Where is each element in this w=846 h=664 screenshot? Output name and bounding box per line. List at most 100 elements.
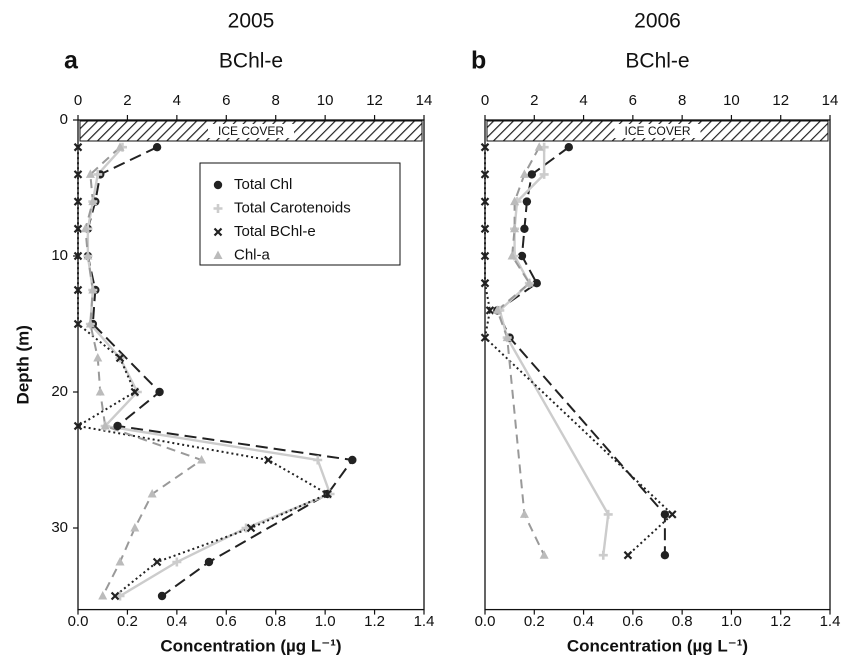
marker — [323, 489, 332, 499]
marker — [539, 550, 549, 559]
x2-tick-label: 4 — [579, 92, 587, 109]
marker — [213, 204, 223, 213]
ice-label-bg — [614, 124, 701, 138]
ice-label-bg — [208, 124, 294, 138]
x-tick-label: 0.0 — [68, 613, 89, 630]
marker — [95, 387, 105, 396]
x-tick-label: 1.4 — [820, 613, 841, 630]
y-tick-label: 20 — [51, 383, 68, 400]
legend-label: Total Chl — [234, 176, 292, 193]
ice-cover-label: ICE COVER — [218, 124, 284, 138]
x2-tick-label: 8 — [272, 92, 280, 109]
marker — [110, 591, 120, 601]
marker — [313, 455, 323, 465]
marker — [147, 489, 157, 498]
marker — [197, 455, 207, 464]
series-line — [496, 146, 546, 556]
marker — [660, 551, 670, 560]
panel-title: 2005 — [228, 10, 275, 33]
marker — [213, 250, 223, 259]
marker — [660, 510, 670, 519]
x2-tick-label: 12 — [366, 92, 383, 109]
marker — [73, 142, 83, 152]
marker — [517, 251, 527, 261]
x2-tick-label: 10 — [317, 92, 334, 109]
marker — [73, 251, 83, 261]
marker — [213, 227, 223, 237]
marker — [115, 353, 125, 363]
legend-label: Chl-a — [234, 246, 271, 263]
x2-tick-label: 14 — [416, 92, 433, 109]
x-tick-label: 0.2 — [524, 613, 545, 630]
marker — [88, 285, 98, 294]
series-line — [498, 147, 610, 556]
marker — [73, 170, 83, 179]
panel-title: 2006 — [634, 10, 681, 33]
series-line — [84, 146, 204, 597]
legend-label: Total Carotenoids — [234, 199, 351, 216]
x-tick-label: 1.0 — [315, 613, 336, 630]
marker — [100, 421, 110, 430]
marker — [152, 557, 162, 567]
marker — [519, 509, 529, 518]
top-axis-label: BChl-e — [219, 50, 283, 73]
marker — [85, 169, 95, 178]
marker — [510, 196, 520, 206]
x-tick-label: 1.2 — [364, 613, 385, 630]
x2-tick-label: 0 — [74, 92, 82, 109]
marker — [480, 197, 490, 206]
marker — [480, 142, 490, 152]
marker — [98, 591, 108, 600]
marker — [348, 455, 357, 465]
x-tick-label: 1.0 — [721, 613, 742, 630]
x-tick-label: 0.6 — [622, 613, 643, 630]
marker — [527, 170, 537, 179]
marker — [507, 251, 517, 260]
marker — [519, 169, 529, 178]
x-axis-label: Concentration (µg L⁻¹) — [567, 636, 748, 655]
marker — [115, 557, 125, 566]
series-line — [496, 146, 666, 556]
marker — [480, 170, 490, 179]
marker — [73, 319, 83, 329]
marker — [172, 557, 182, 567]
marker — [73, 197, 83, 206]
marker — [480, 278, 490, 288]
marker — [88, 196, 98, 206]
marker — [155, 387, 164, 397]
series-line — [483, 147, 674, 556]
marker — [246, 523, 256, 533]
panel-label: a — [64, 47, 79, 75]
x-tick-label: 0.2 — [117, 613, 138, 630]
marker — [492, 305, 502, 314]
marker — [241, 523, 251, 533]
marker — [522, 197, 532, 206]
marker — [113, 421, 122, 431]
y-tick-label: 0 — [60, 111, 68, 128]
marker — [130, 523, 140, 532]
marker — [623, 550, 633, 560]
plot-frame — [484, 119, 831, 611]
x2-tick-label: 2 — [123, 92, 131, 109]
x2-tick-label: 14 — [822, 92, 839, 109]
marker — [480, 251, 490, 261]
x-axis-label: Concentration (µg L⁻¹) — [160, 636, 341, 655]
marker — [73, 285, 83, 295]
marker — [539, 169, 549, 179]
legend-box — [199, 162, 401, 266]
marker — [85, 319, 95, 328]
ice-cover-label: ICE COVER — [624, 124, 690, 138]
x2-tick-label: 10 — [723, 92, 740, 109]
marker — [157, 591, 167, 601]
marker — [524, 278, 534, 287]
marker — [520, 224, 529, 233]
marker — [564, 143, 573, 152]
marker — [115, 591, 125, 601]
marker — [603, 509, 613, 519]
marker — [485, 306, 495, 315]
marker — [534, 142, 544, 151]
marker — [130, 387, 140, 397]
marker — [668, 510, 677, 519]
marker — [152, 143, 162, 152]
